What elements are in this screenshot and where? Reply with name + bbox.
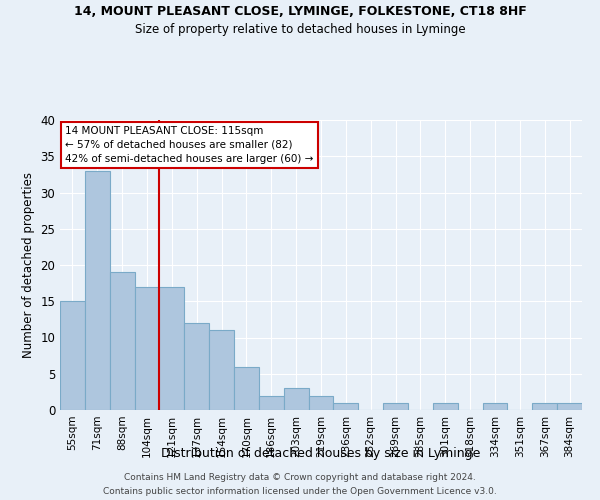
Bar bbox=[110, 272, 134, 410]
Bar bbox=[60, 301, 85, 410]
Bar bbox=[160, 287, 184, 410]
Bar bbox=[532, 403, 557, 410]
Y-axis label: Number of detached properties: Number of detached properties bbox=[22, 172, 35, 358]
Text: Contains public sector information licensed under the Open Government Licence v3: Contains public sector information licen… bbox=[103, 488, 497, 496]
Bar bbox=[85, 171, 110, 410]
Bar bbox=[482, 403, 508, 410]
Bar bbox=[184, 323, 209, 410]
Bar bbox=[234, 366, 259, 410]
Bar bbox=[284, 388, 308, 410]
Text: Contains HM Land Registry data © Crown copyright and database right 2024.: Contains HM Land Registry data © Crown c… bbox=[124, 472, 476, 482]
Bar bbox=[557, 403, 582, 410]
Bar bbox=[433, 403, 458, 410]
Bar bbox=[209, 330, 234, 410]
Text: 14, MOUNT PLEASANT CLOSE, LYMINGE, FOLKESTONE, CT18 8HF: 14, MOUNT PLEASANT CLOSE, LYMINGE, FOLKE… bbox=[74, 5, 526, 18]
Text: Distribution of detached houses by size in Lyminge: Distribution of detached houses by size … bbox=[161, 448, 481, 460]
Bar bbox=[308, 396, 334, 410]
Bar bbox=[134, 287, 160, 410]
Text: 14 MOUNT PLEASANT CLOSE: 115sqm
← 57% of detached houses are smaller (82)
42% of: 14 MOUNT PLEASANT CLOSE: 115sqm ← 57% of… bbox=[65, 126, 314, 164]
Bar bbox=[334, 403, 358, 410]
Bar bbox=[383, 403, 408, 410]
Text: Size of property relative to detached houses in Lyminge: Size of property relative to detached ho… bbox=[134, 22, 466, 36]
Bar bbox=[259, 396, 284, 410]
